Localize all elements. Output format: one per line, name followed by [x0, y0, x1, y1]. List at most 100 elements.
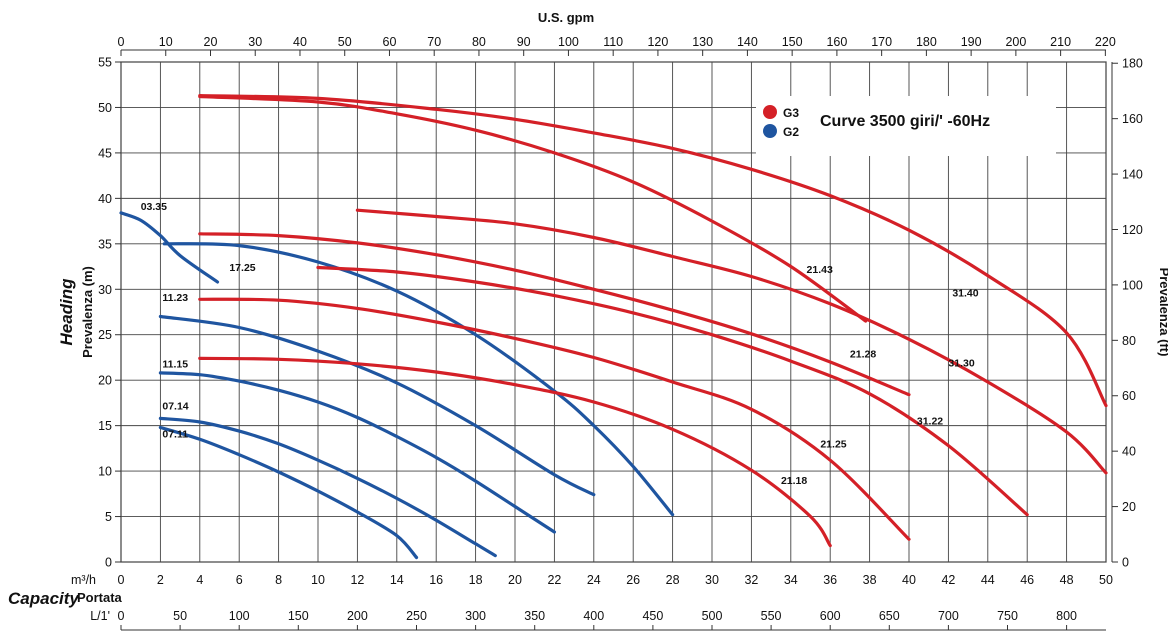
top-tick-gpm: 40 — [293, 35, 307, 49]
curve-label-31-40: 31.40 — [952, 288, 978, 300]
bottom-tick-lmin: 450 — [642, 609, 663, 623]
curve-label-07-11: 07.11 — [162, 428, 188, 440]
left-tick-m: 30 — [98, 283, 112, 297]
right-tick-ft: 80 — [1122, 334, 1136, 348]
top-tick-gpm: 120 — [647, 35, 668, 49]
bottom-tick-m3h: 26 — [626, 573, 640, 587]
bottom-tick-lmin: 750 — [997, 609, 1018, 623]
bottom-tick-m3h: 20 — [508, 573, 522, 587]
curve-21-18 — [198, 356, 832, 548]
legend-label-g3: G3 — [783, 106, 799, 120]
bottom-tick-lmin: 800 — [1056, 609, 1077, 623]
bottom-tick-m3h: 12 — [350, 573, 364, 587]
left-axis-title: Prevalenza (m) — [80, 266, 95, 358]
left-tick-m: 0 — [105, 556, 112, 570]
curve-07-11 — [158, 425, 419, 560]
right-axis-title: Prevalenza (ft) — [1157, 268, 1168, 357]
curve-label-21-18: 21.18 — [781, 475, 807, 487]
curve-11-15 — [158, 371, 556, 534]
bottom-tick-lmin: 600 — [820, 609, 841, 623]
top-tick-gpm: 140 — [737, 35, 758, 49]
bottom-tick-lmin: 250 — [406, 609, 427, 623]
bottom-tick-m3h: 42 — [941, 573, 955, 587]
top-tick-gpm: 0 — [118, 35, 125, 49]
bottom-tick-lmin: 500 — [702, 609, 723, 623]
top-tick-gpm: 160 — [826, 35, 847, 49]
top-tick-gpm: 10 — [159, 35, 173, 49]
legend: G3 G2 Curve 3500 giri/' -60Hz — [756, 96, 1056, 156]
bottom-tick-m3h: 30 — [705, 573, 719, 587]
curve-labels: 03.35 17.25 11.23 11.15 07.14 07.11 21.43 31.40… — [141, 201, 979, 487]
m3h-unit-label: m³/h — [71, 573, 96, 587]
bottom-tick-m3h: 50 — [1099, 573, 1113, 587]
top-tick-gpm: 150 — [782, 35, 803, 49]
bottom-tick-m3h: 44 — [981, 573, 995, 587]
curve-31-40 — [198, 94, 1108, 408]
top-tick-gpm: 50 — [338, 35, 352, 49]
left-tick-m: 5 — [105, 510, 112, 524]
right-tick-ft: 120 — [1122, 223, 1143, 237]
chart-title: Curve 3500 giri/' -60Hz — [820, 113, 990, 130]
bottom-tick-m3h: 10 — [311, 573, 325, 587]
left-tick-m: 35 — [98, 237, 112, 251]
bottom-tick-m3h: 2 — [157, 573, 164, 587]
bottom-tick-lmin: 0 — [118, 609, 125, 623]
left-tick-m: 25 — [98, 328, 112, 342]
top-tick-gpm: 190 — [961, 35, 982, 49]
curve-31-22 — [316, 265, 1029, 517]
bottom-tick-lmin: 50 — [173, 609, 187, 623]
top-tick-gpm: 70 — [427, 35, 441, 49]
bottom-tick-lmin: 700 — [938, 609, 959, 623]
curve-label-21-43: 21.43 — [807, 264, 833, 276]
bottom-tick-m3h: 4 — [196, 573, 203, 587]
top-tick-gpm: 210 — [1050, 35, 1071, 49]
curve-label-11-23: 11.23 — [162, 292, 188, 304]
left-tick-m: 50 — [98, 101, 112, 115]
bottom-tick-lmin: 350 — [524, 609, 545, 623]
bottom-tick-m3h: 22 — [547, 573, 561, 587]
legend-dot-g3 — [763, 105, 777, 119]
bottom-tick-lmin: 200 — [347, 609, 368, 623]
curve-07-14 — [158, 416, 497, 558]
top-tick-gpm: 170 — [871, 35, 892, 49]
capacity-title: Capacity — [8, 589, 80, 608]
axes: 0 2 4 6 8 10 12 14 16 18 20 22 24 26 28 30 32 34 36 38 40 42 4… — [98, 35, 1143, 631]
curve-31-30 — [355, 208, 1108, 475]
curve-21-43 — [198, 94, 868, 323]
top-tick-gpm: 180 — [916, 35, 937, 49]
top-tick-gpm: 90 — [517, 35, 531, 49]
curve-03-35 — [119, 211, 220, 284]
bottom-tick-m3h: 36 — [823, 573, 837, 587]
curve-label-21-25: 21.25 — [820, 438, 846, 450]
bottom-tick-lmin: 100 — [229, 609, 250, 623]
left-tick-m: 45 — [98, 146, 112, 160]
bottom-tick-m3h: 46 — [1020, 573, 1034, 587]
bottom-tick-m3h: 28 — [666, 573, 680, 587]
bottom-tick-m3h: 6 — [236, 573, 243, 587]
bottom-tick-m3h: 18 — [469, 573, 483, 587]
curve-label-17-25: 17.25 — [229, 262, 255, 274]
bottom-tick-m3h: 34 — [784, 573, 798, 587]
left-tick-m: 15 — [98, 419, 112, 433]
legend-label-g2: G2 — [783, 125, 799, 139]
curve-label-31-22: 31.22 — [917, 416, 943, 428]
curve-21-25 — [198, 297, 911, 541]
top-tick-gpm: 30 — [248, 35, 262, 49]
bottom-tick-m3h: 48 — [1060, 573, 1074, 587]
curve-11-23 — [158, 314, 596, 497]
legend-box — [756, 96, 1056, 156]
bottom-tick-m3h: 40 — [902, 573, 916, 587]
curve-label-21-28: 21.28 — [850, 348, 876, 360]
top-tick-gpm: 220 — [1095, 35, 1116, 49]
bottom-tick-m3h: 14 — [390, 573, 404, 587]
bottom-tick-lmin: 300 — [465, 609, 486, 623]
top-tick-gpm: 100 — [558, 35, 579, 49]
top-tick-gpm: 60 — [383, 35, 397, 49]
right-tick-ft: 180 — [1122, 57, 1143, 71]
bottom-tick-m3h: 38 — [863, 573, 877, 587]
top-tick-gpm: 80 — [472, 35, 486, 49]
right-tick-ft: 100 — [1122, 278, 1143, 292]
right-tick-ft: 0 — [1122, 556, 1129, 570]
